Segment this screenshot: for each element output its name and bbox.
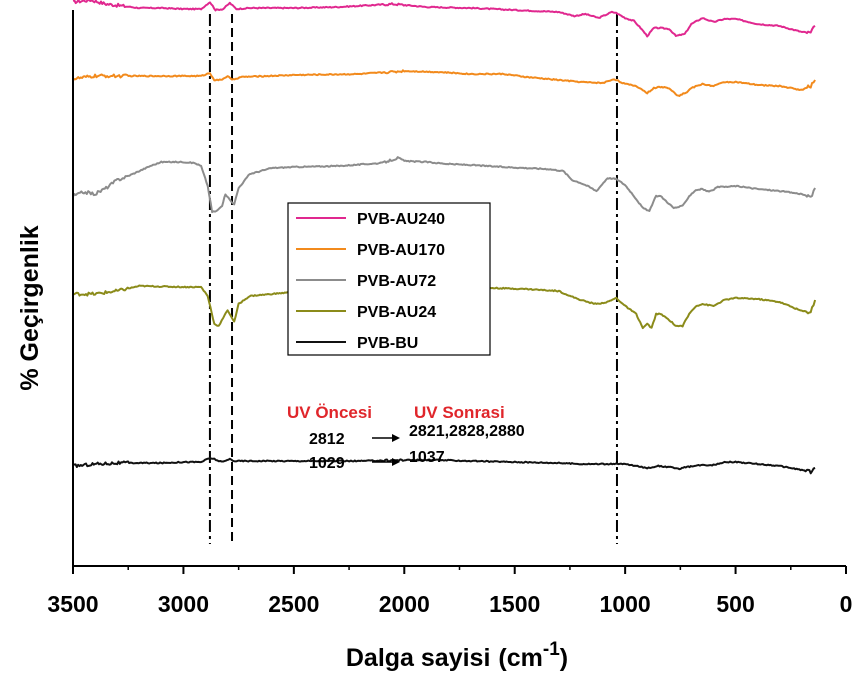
- uv-after-label: UV Sonrasi: [414, 403, 505, 422]
- legend-label: PVB-AU72: [357, 273, 436, 290]
- x-tick-label: 0: [840, 591, 853, 617]
- x-tick-label: 3500: [47, 591, 98, 617]
- uv-annotation: UV Öncesi UV Sonrasi 2812 2821,2828,2880…: [287, 403, 525, 472]
- uv-after-value-2: 1037: [409, 449, 445, 466]
- x-tick-label: 3000: [158, 591, 209, 617]
- uv-before-value-1: 2812: [309, 431, 345, 448]
- legend-label: PVB-AU170: [357, 242, 445, 259]
- x-axis-title-text: Dalga sayisi: [346, 644, 491, 672]
- x-tick-label: 2500: [268, 591, 319, 617]
- uv-before-value-2: 1029: [309, 455, 345, 472]
- series-line-pvb-au240: [72, 0, 816, 38]
- series-line-pvb-bu: [72, 456, 816, 475]
- legend-label: PVB-BU: [357, 335, 418, 352]
- uv-after-value-1: 2821,2828,2880: [409, 423, 525, 440]
- x-axis-ticks: 3500 3000 2500 2000 1500 1000 500 0: [47, 566, 852, 617]
- x-tick-label: 1000: [600, 591, 651, 617]
- legend-label: PVB-AU240: [357, 211, 445, 228]
- uv-before-label: UV Öncesi: [287, 403, 372, 422]
- arrow-right-icon: [372, 458, 400, 466]
- reference-lines: [208, 14, 618, 544]
- legend: PVB-AU240 PVB-AU170 PVB-AU72 PVB-AU24 PVB-BU: [287, 202, 491, 356]
- series-line-pvb-au170: [72, 69, 816, 97]
- x-tick-label: 500: [716, 591, 754, 617]
- x-tick-label: 2000: [379, 591, 430, 617]
- x-axis-unit-prefix: (cm: [498, 644, 542, 672]
- x-tick-label: 1500: [489, 591, 540, 617]
- x-axis-unit-suffix: ): [560, 644, 568, 672]
- x-axis-title: Dalga sayisi (cm-1): [346, 639, 568, 672]
- y-axis-title: % Geçirgenlik: [16, 225, 44, 390]
- x-axis-unit-exponent: -1: [543, 639, 560, 660]
- legend-label: PVB-AU24: [357, 304, 436, 321]
- arrow-right-icon: [372, 434, 400, 442]
- series-line-pvb-au72: [72, 156, 816, 214]
